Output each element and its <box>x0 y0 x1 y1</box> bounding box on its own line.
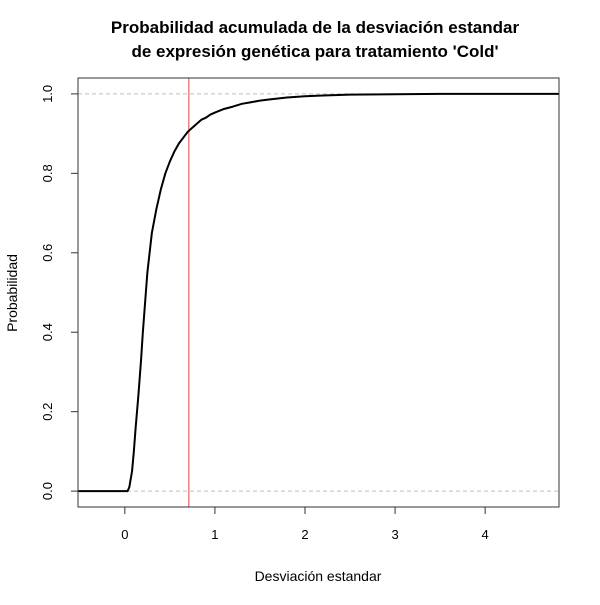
x-axis-label: Desviación estandar <box>255 568 382 584</box>
y-axis-label: Probabilidad <box>4 254 20 332</box>
x-tick-label-0: 0 <box>121 527 128 542</box>
chart-title-line-1: Probabilidad acumulada de la desviación … <box>111 18 520 37</box>
cdf-curve-0 <box>78 92 559 493</box>
y-tick-label-5: 1.0 <box>40 85 55 103</box>
y-tick-label-4: 0.8 <box>40 164 55 182</box>
y-tick-label-0: 0.0 <box>40 482 55 500</box>
y-axis: 0.0 0.2 0.4 0.6 0.8 1.0 <box>40 85 78 500</box>
reference-lines <box>78 93 559 492</box>
x-tick-label-2: 2 <box>301 527 308 542</box>
x-tick-label-3: 3 <box>391 527 398 542</box>
chart-title-line-2: de expresión genética para tratamiento '… <box>131 42 498 61</box>
x-tick-label-1: 1 <box>211 527 218 542</box>
y-tick-label-3: 0.6 <box>40 244 55 262</box>
y-tick-label-1: 0.2 <box>40 403 55 421</box>
plot-frame <box>77 77 560 508</box>
series-layer <box>78 92 559 493</box>
x-tick-label-4: 4 <box>482 527 489 542</box>
y-tick-label-2: 0.4 <box>40 323 55 341</box>
x-axis: 0 1 2 3 4 <box>121 507 489 542</box>
